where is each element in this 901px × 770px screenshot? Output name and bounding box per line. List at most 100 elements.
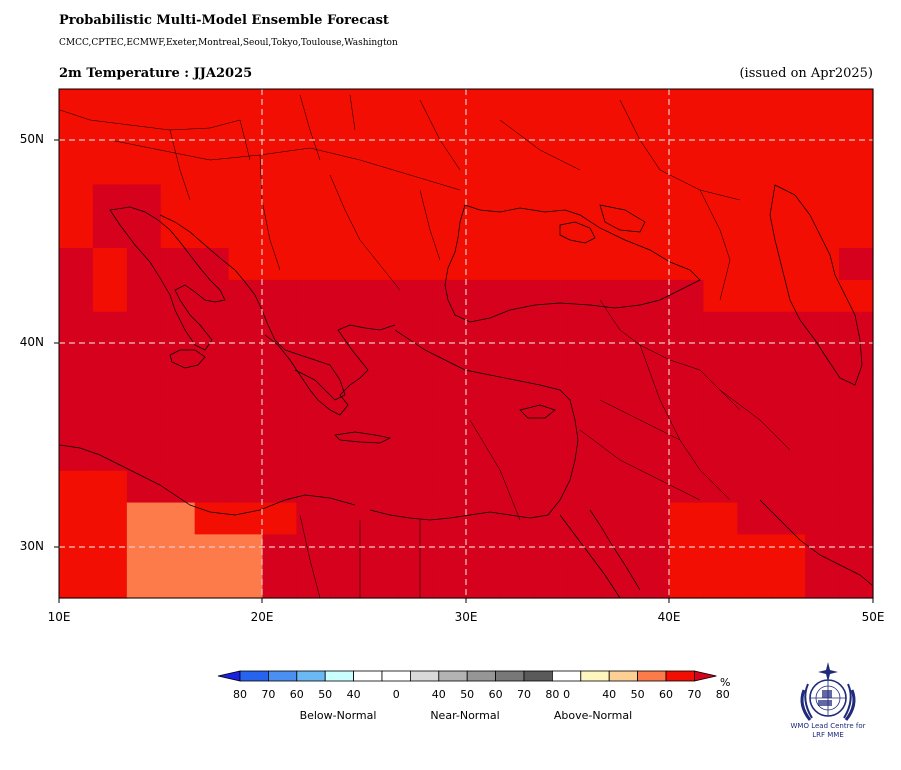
grid-cell [194,89,230,122]
grid-cell [601,407,637,440]
grid-cell [59,375,94,408]
grid-cell [669,375,705,408]
grid-cell [805,438,840,472]
colorbar-segment [551,670,582,682]
grid-cell [92,566,128,599]
grid-cell [330,438,365,472]
grid-cell [567,534,603,567]
grid-cell [432,311,467,345]
grid-cell [839,566,874,599]
grid-cell [398,438,433,472]
colorbar-segment [324,670,354,682]
grid-cell [364,248,399,281]
grid-cell [92,216,128,249]
grid-cell [499,89,535,122]
grid-cell [839,120,874,154]
colorbar-tick-label: 70 [261,688,276,701]
colorbar-extend-low [217,670,241,682]
grid-cell [364,534,399,567]
grid-cell [59,407,94,440]
grid-cell [296,438,331,472]
grid-cell [330,534,365,567]
crimea-coastline [559,221,596,244]
colorbar-segment [438,670,468,682]
grid-cell [805,311,840,345]
grid-cell [839,184,874,217]
grid-cell [160,152,196,186]
grid-cell [194,248,230,281]
grid-cell [92,248,128,281]
lat-label-50n: 50N [19,132,44,146]
grid-cell [160,375,196,408]
grid-cell [771,534,806,567]
colorbar-segment [409,670,440,682]
grid-cell [432,534,467,567]
grid-cell [737,311,772,345]
category-near-normal: Near-Normal [430,709,500,722]
grid-cell [398,184,433,217]
grid-cell [737,375,772,408]
grid-cell [567,89,603,122]
grid-cell [92,502,128,535]
colorbar-tick-label: 40 [431,688,446,701]
grid-cell [567,248,603,281]
grid-cell [466,438,501,472]
crete-coastline [334,431,392,444]
grid-cell [262,502,298,535]
grid-cell [499,534,535,567]
grid-cell [160,216,196,249]
grid-cell [466,248,501,281]
grid-cell [805,566,840,599]
grid-cell [262,279,298,313]
grid-cell [737,152,772,186]
wmo-logo [800,662,856,721]
grid-cell [398,311,433,345]
grid-cell [59,438,94,472]
grid-cell [330,407,365,440]
grid-cell [466,407,501,440]
grid-cell [228,89,264,122]
grid-cell [635,89,671,122]
grid-cell [262,566,298,599]
grid-cell [398,534,433,567]
grid-cell [635,502,671,535]
grid-cell [364,407,399,440]
grid-cell [771,343,806,376]
grid-cell [737,534,772,567]
grid-cell [771,89,806,122]
grid-cell [364,279,399,313]
grid-cell [669,89,705,122]
grid-cell [635,184,671,217]
colorbar-tick-label: 80 [233,688,247,701]
grid-cell [432,89,467,122]
grid-cell [126,120,162,154]
grid-cell [669,438,705,472]
grid-cell [533,120,569,154]
grid-cell [499,343,535,376]
grid-cell [330,502,365,535]
grid-cell [567,120,603,154]
colorbar-segment [381,670,411,682]
grid-cell [466,502,501,535]
grid-cell [499,279,535,313]
grid-cell [703,470,738,504]
grid-cell [703,311,738,345]
grid-cell [839,502,874,535]
grid-cell [601,566,637,599]
colorbar-segment [665,670,695,682]
red-sea-coastline-east [589,509,641,591]
probability-grid [59,89,874,599]
grid-cell [262,534,298,567]
colorbar-tick-label: 60 [289,688,304,701]
grid-cell [59,152,94,186]
grid-cell [567,375,603,408]
grid-cell [330,184,365,217]
grid-cell [669,216,705,249]
lon-label-50e: 50E [861,610,885,624]
grid-cell [296,470,331,504]
grid-cell [533,248,569,281]
grid-cell [262,407,298,440]
grid-cell [126,89,162,122]
grid-cell [194,375,230,408]
grid-cell [533,184,569,217]
